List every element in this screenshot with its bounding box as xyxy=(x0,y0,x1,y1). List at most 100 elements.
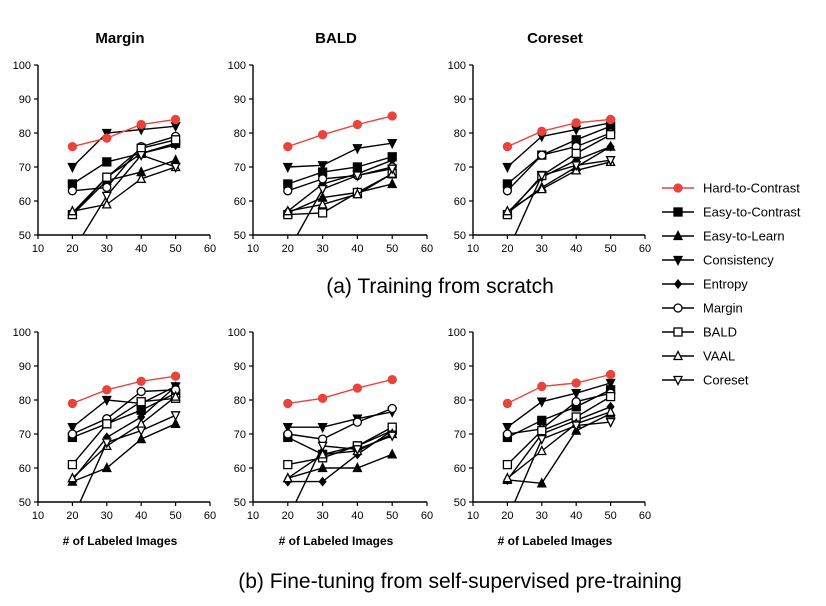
series-line-bald xyxy=(71,139,176,216)
data-point-hard-to-contrast xyxy=(170,114,181,125)
data-point-bald xyxy=(170,135,181,145)
data-point-consistency xyxy=(502,423,513,434)
series-line-easy-to-contrast xyxy=(507,389,611,439)
y-tick-label: 70 xyxy=(454,429,466,441)
series-line-vaal xyxy=(506,411,611,479)
x-tick-label: 20 xyxy=(66,243,78,255)
series-line-easy-to-contrast xyxy=(287,429,393,456)
x-tick-label: 20 xyxy=(282,510,294,522)
legend-item-easy-to-learn: Easy-to-Learn xyxy=(662,229,785,244)
series-coreset xyxy=(295,431,398,502)
chart-b-coreset: 50 60 70 80 90 100 10 20 30 40 50 60 # of Labeled Im… xyxy=(448,327,651,548)
data-point-hard-to-contrast xyxy=(136,119,146,130)
x-tick-label: 30 xyxy=(316,243,328,255)
data-point-easy-to-learn xyxy=(387,178,398,189)
x-axis-label: # of Labeled Images xyxy=(279,534,394,548)
series-margin xyxy=(67,385,181,439)
series-line-entropy xyxy=(71,144,176,214)
data-point-coreset xyxy=(170,162,181,173)
series-line-consistency xyxy=(287,142,393,168)
series-line-easy-to-learn xyxy=(287,453,393,479)
y-tick-label: 90 xyxy=(454,361,466,373)
series-line-bald xyxy=(506,395,611,466)
y-tick-label: 90 xyxy=(19,361,31,373)
legend-item-easy-to-contrast: Easy-to-Contrast xyxy=(662,205,801,220)
series-line-margin xyxy=(72,389,176,435)
column-title-coreset: Coreset xyxy=(527,30,583,47)
data-point-hard-to-contrast xyxy=(502,398,513,409)
data-point-easy-to-learn xyxy=(387,448,398,459)
legend-marker-coreset xyxy=(672,375,684,386)
data-point-hard-to-contrast xyxy=(537,381,547,392)
data-point-hard-to-contrast xyxy=(605,369,616,380)
y-tick-label: 100 xyxy=(228,327,246,339)
data-point-consistency xyxy=(67,162,78,173)
data-point-easy-to-learn xyxy=(536,477,547,488)
y-tick-label: 60 xyxy=(454,196,466,208)
y-tick-label: 50 xyxy=(234,230,246,242)
x-tick-label: 30 xyxy=(101,510,113,522)
x-tick-label: 50 xyxy=(169,243,181,255)
data-point-consistency xyxy=(502,162,513,173)
legend-item-coreset: Coreset xyxy=(662,373,749,388)
legend-label: BALD xyxy=(703,325,737,340)
data-point-coreset xyxy=(317,184,328,196)
x-tick-label: 20 xyxy=(501,510,513,522)
data-point-hard-to-contrast xyxy=(317,393,328,403)
series-line-entropy xyxy=(287,159,393,212)
data-point-vaal xyxy=(605,405,616,417)
series-coreset xyxy=(514,156,616,235)
data-point-consistency xyxy=(571,389,582,400)
legend-item-vaal: VAAL xyxy=(662,349,735,364)
data-point-coreset xyxy=(605,417,616,429)
data-point-hard-to-contrast xyxy=(67,398,78,409)
data-point-vaal xyxy=(317,448,328,459)
chart-a-margin: Margin 50 60 70 80 90 100 10 20 30 40 50 60 xyxy=(13,30,216,255)
x-tick-label: 20 xyxy=(66,510,78,522)
legend-marker-vaal xyxy=(672,350,684,361)
caption-b: (b) Fine-tuning from self-supervised pre… xyxy=(238,570,682,593)
y-tick-label: 70 xyxy=(19,162,31,174)
data-point-easy-to-learn xyxy=(352,462,363,473)
legend-item-bald: BALD xyxy=(662,325,737,340)
series-coreset xyxy=(79,411,181,502)
series-line-margin xyxy=(507,392,611,435)
data-point-bald xyxy=(502,459,513,470)
data-point-hard-to-contrast xyxy=(571,378,581,388)
series-line-hard-to-contrast xyxy=(72,375,176,405)
data-point-consistency xyxy=(101,395,112,406)
x-tick-label: 60 xyxy=(639,510,651,522)
data-point-margin xyxy=(67,186,78,196)
series-vaal xyxy=(67,161,181,216)
series-line-easy-to-learn xyxy=(507,412,611,485)
series-line-coreset xyxy=(82,154,176,235)
series-hard-to-contrast xyxy=(67,114,181,152)
series-line-easy-to-learn xyxy=(72,423,176,483)
data-point-easy-to-learn xyxy=(101,462,112,473)
data-point-hard-to-contrast xyxy=(67,141,78,152)
data-point-easy-to-learn xyxy=(136,433,147,444)
data-point-bald xyxy=(317,208,328,218)
series-bald xyxy=(502,130,616,220)
y-tick-label: 60 xyxy=(454,463,466,475)
data-point-easy-to-contrast xyxy=(102,157,112,167)
x-tick-label: 40 xyxy=(351,510,363,522)
series-line-vaal xyxy=(72,166,176,212)
data-point-bald xyxy=(537,425,547,436)
chart-b-margin: 50 60 70 80 90 100 10 20 30 40 50 60 # of Labeled Im… xyxy=(13,327,216,548)
legend-marker-hard-to-contrast xyxy=(673,183,683,193)
data-point-consistency xyxy=(282,423,293,434)
x-tick-label: 60 xyxy=(204,510,216,522)
series-line-coreset xyxy=(295,435,393,502)
data-point-coreset xyxy=(352,171,363,182)
y-tick-label: 60 xyxy=(234,196,246,208)
series-line-coreset xyxy=(296,168,393,235)
series-line-vaal xyxy=(287,173,393,212)
x-axis-label: # of Labeled Images xyxy=(498,534,613,548)
data-point-margin xyxy=(571,397,581,407)
series-line-margin xyxy=(72,135,176,192)
data-point-coreset xyxy=(170,411,181,422)
y-tick-label: 50 xyxy=(19,230,31,242)
x-tick-label: 30 xyxy=(536,243,548,255)
